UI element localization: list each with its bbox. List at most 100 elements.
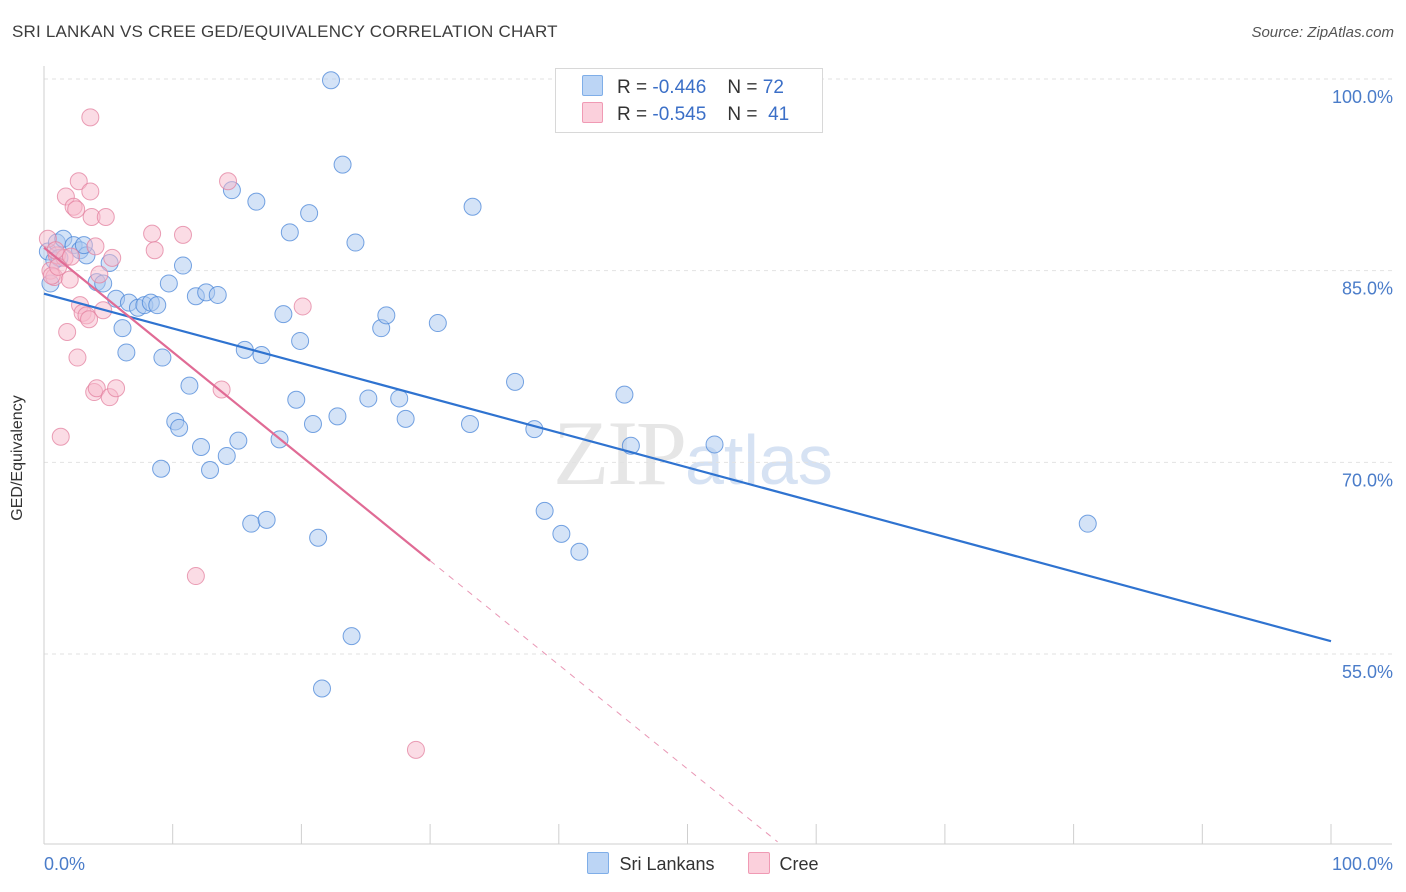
data-point-sri-lankans: [328, 407, 347, 426]
data-point-cree: [68, 348, 87, 367]
data-point-cree: [186, 567, 205, 586]
data-point-cree: [143, 224, 162, 243]
legend-label-sri-lankans: Sri Lankans: [619, 854, 715, 874]
data-point-sri-lankans: [525, 420, 544, 439]
data-point-sri-lankans: [280, 223, 299, 242]
data-point-cree: [87, 379, 106, 398]
data-point-sri-lankans: [552, 524, 571, 543]
regression-line-sri-lankans: [43, 292, 1332, 643]
data-point-cree: [173, 225, 192, 244]
series-legend: Sri Lankans Cree: [0, 852, 1406, 875]
data-point-sri-lankans: [173, 256, 192, 275]
data-point-sri-lankans: [312, 679, 331, 698]
data-point-sri-lankans: [535, 501, 554, 520]
data-point-cree: [293, 297, 312, 316]
data-point-sri-lankans: [113, 319, 132, 338]
watermark: ZIPatlas: [553, 400, 833, 506]
data-point-sri-lankans: [377, 306, 396, 325]
data-point-sri-lankans: [342, 627, 361, 646]
data-point-cree: [67, 200, 86, 219]
data-point-sri-lankans: [428, 314, 447, 333]
legend-swatch-sri-lankans: [587, 852, 610, 874]
data-point-sri-lankans: [148, 296, 167, 315]
legend-swatch-sri-lankans: [582, 75, 603, 96]
data-point-sri-lankans: [309, 528, 328, 547]
data-point-cree: [103, 248, 122, 267]
r-value: -0.545: [652, 104, 707, 125]
data-point-cree: [406, 740, 425, 759]
data-point-sri-lankans: [396, 409, 415, 428]
data-point-sri-lankans: [303, 415, 322, 433]
x-tick-label-min: 0.0%: [44, 854, 85, 874]
n-value: 41: [768, 104, 790, 125]
data-point-sri-lankans: [346, 233, 365, 252]
data-point-cree: [81, 108, 100, 127]
data-point-sri-lankans: [460, 415, 479, 433]
data-point-cree: [81, 182, 100, 201]
y-tick-label: 55.0%: [1342, 662, 1393, 682]
data-point-cree: [60, 270, 79, 289]
data-point-sri-lankans: [201, 461, 220, 479]
stats-legend: R = -0.446 N = 72 R = -0.545 N = 41: [555, 68, 823, 133]
data-point-sri-lankans: [615, 385, 634, 404]
data-point-sri-lankans: [322, 71, 341, 90]
y-tick-label: 100.0%: [1332, 87, 1393, 107]
chart-title: SRI LANKAN VS CREE GED/EQUIVALENCY CORRE…: [12, 22, 558, 41]
x-tick-label-max: 100.0%: [1332, 854, 1393, 874]
data-point-sri-lankans: [217, 446, 236, 465]
data-point-sri-lankans: [208, 285, 227, 304]
r-value: -0.446: [652, 77, 707, 98]
data-point-sri-lankans: [291, 331, 310, 350]
data-point-cree: [51, 427, 70, 446]
regression-extension-cree: [429, 560, 778, 843]
data-point-sri-lankans: [705, 435, 724, 454]
data-point-sri-lankans: [506, 372, 525, 391]
y-tick-label: 85.0%: [1342, 279, 1393, 299]
regression-line-cree: [43, 246, 431, 562]
data-point-sri-lankans: [192, 438, 211, 456]
data-point-sri-lankans: [152, 459, 171, 478]
stats-legend-row-sri-lankans: R = -0.446 N = 72: [582, 75, 784, 99]
data-point-sri-lankans: [153, 348, 172, 367]
data-point-sri-lankans: [570, 542, 589, 561]
data-point-sri-lankans: [359, 389, 378, 408]
source-credit: Source: ZipAtlas.com: [1251, 24, 1394, 41]
data-point-cree: [86, 237, 105, 256]
data-point-cree: [62, 247, 81, 266]
r-label: R =: [617, 104, 648, 125]
data-point-cree: [96, 208, 115, 226]
data-point-sri-lankans: [463, 197, 482, 216]
data-point-sri-lankans: [242, 514, 261, 533]
n-label: N =: [727, 77, 758, 98]
r-label: R =: [617, 77, 648, 98]
data-point-sri-lankans: [257, 510, 276, 529]
legend-label-cree: Cree: [779, 854, 819, 874]
data-point-sri-lankans: [300, 204, 319, 223]
n-value: 72: [762, 77, 784, 98]
data-point-sri-lankans: [117, 343, 136, 362]
data-point-cree: [145, 241, 164, 260]
legend-item-cree: Cree: [747, 852, 819, 875]
legend-item-sri-lankans: Sri Lankans: [587, 852, 715, 875]
data-point-sri-lankans: [333, 155, 352, 174]
data-point-cree: [80, 310, 99, 329]
n-label: N =: [727, 104, 758, 125]
data-point-sri-lankans: [159, 274, 178, 293]
data-point-sri-lankans: [274, 305, 293, 324]
data-point-sri-lankans: [390, 389, 409, 408]
y-tick-label: 70.0%: [1342, 470, 1393, 490]
data-point-cree: [107, 379, 126, 398]
data-point-sri-lankans: [1078, 514, 1097, 533]
stats-legend-row-cree: R = -0.545 N = 41: [582, 102, 789, 126]
data-point-sri-lankans: [170, 418, 189, 437]
legend-swatch-cree: [747, 852, 770, 874]
data-point-sri-lankans: [247, 192, 266, 211]
data-point-cree: [69, 172, 88, 191]
watermark-zip: ZIP: [553, 402, 687, 504]
data-point-sri-lankans: [229, 431, 248, 450]
data-point-cree: [90, 265, 109, 284]
legend-swatch-cree: [582, 102, 603, 123]
data-point-cree: [58, 323, 77, 341]
data-point-sri-lankans: [287, 390, 306, 409]
